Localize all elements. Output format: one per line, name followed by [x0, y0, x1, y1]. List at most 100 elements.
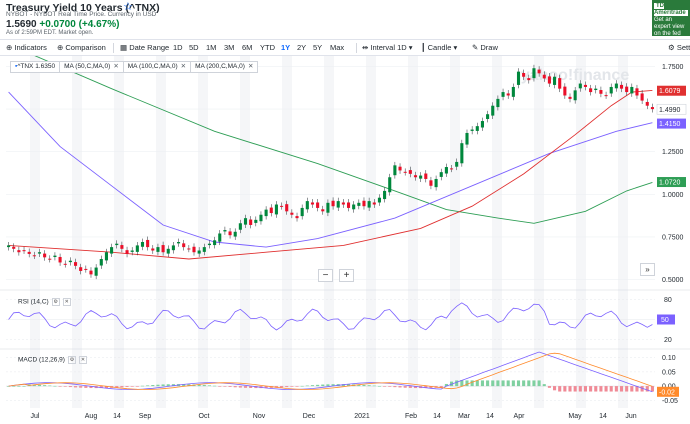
- candle: [223, 230, 227, 232]
- candle: [439, 172, 443, 177]
- candle: [470, 129, 474, 131]
- rsi-tick-label: 80: [664, 297, 672, 304]
- x-tick-label: Dec: [303, 413, 316, 420]
- macd-bar: [563, 386, 567, 392]
- range-1d[interactable]: 1D: [173, 43, 183, 52]
- candle: [79, 267, 83, 271]
- settings-icon[interactable]: ⚙: [51, 298, 60, 306]
- candle: [336, 201, 340, 208]
- candle: [573, 90, 577, 101]
- y-tick-label: 1.2500: [662, 149, 684, 156]
- macd-bar: [377, 385, 381, 387]
- macd-bar: [460, 380, 464, 387]
- candle: [372, 202, 376, 205]
- macd-bar: [207, 385, 212, 387]
- legend-item-ma200[interactable]: MA (200,C,MA,0) ✕: [195, 63, 254, 70]
- chart-type-button[interactable]: ┃ Candle ▾: [421, 43, 458, 52]
- legend-item-ma50[interactable]: MA (50,C,MA,0) ✕: [60, 62, 124, 72]
- range-2y[interactable]: 2Y: [297, 43, 307, 52]
- range-5y[interactable]: 5Y: [313, 43, 323, 52]
- y-tick-label: 1.7500: [662, 64, 684, 71]
- candle: [645, 101, 649, 106]
- zoom-out-button[interactable]: −: [318, 269, 333, 282]
- plus-icon: +: [343, 270, 350, 281]
- settings-icon[interactable]: ⚙: [67, 356, 76, 364]
- candle: [285, 204, 289, 212]
- macd-bar: [346, 384, 351, 387]
- comparison-button[interactable]: ⊕ Comparison: [57, 43, 106, 52]
- candle: [326, 202, 330, 213]
- macd-bar: [43, 385, 47, 387]
- macd-bar: [568, 386, 572, 392]
- candle: [578, 83, 582, 89]
- candle: [125, 250, 129, 254]
- candle: [58, 256, 62, 263]
- macd-tick-label: -0.05: [662, 398, 678, 405]
- advertisement[interactable]: TD Ameritrade Get an expert view on the …: [652, 0, 690, 36]
- settings-button[interactable]: ⚙ Setti: [668, 43, 690, 52]
- range-max[interactable]: Max: [330, 43, 345, 52]
- macd-bar: [68, 386, 72, 388]
- candle: [558, 78, 562, 89]
- x-tick-label: Aug: [85, 413, 98, 420]
- draw-button[interactable]: ✎ Draw: [472, 43, 498, 52]
- candle: [383, 190, 387, 200]
- indicators-button[interactable]: ⊕ Indicators: [6, 43, 47, 52]
- macd-bar: [99, 386, 103, 389]
- macd-bar: [202, 385, 206, 387]
- range-1y[interactable]: 1Y: [281, 43, 291, 52]
- price-tags: 1.6079 1.4990 1.4150 1.0720: [656, 85, 687, 188]
- calendar-icon: ▦: [120, 43, 128, 52]
- legend-item-ma100[interactable]: MA (100,C,MA,0) ✕: [124, 62, 192, 72]
- macd-bar: [496, 380, 500, 387]
- rsi-y-axis: 80502050: [657, 297, 675, 344]
- macd-bar: [115, 386, 119, 388]
- pencil-icon: ✎: [472, 43, 479, 52]
- weekend-band: [450, 56, 460, 408]
- close-icon[interactable]: ✕: [113, 63, 119, 70]
- macd-bar: [558, 386, 562, 392]
- range-5d[interactable]: 5D: [189, 43, 199, 52]
- candle: [486, 114, 490, 119]
- range-1m[interactable]: 1M: [206, 43, 217, 52]
- range-3m[interactable]: 3M: [224, 43, 235, 52]
- candle: [151, 248, 155, 251]
- interval-button[interactable]: ⇹ Interval 1D ▾: [362, 43, 413, 52]
- chart-area[interactable]: yahoo!finance 1.75001.50001.25001.00000.…: [0, 56, 690, 424]
- close-icon[interactable]: ✕: [78, 356, 87, 364]
- candle: [192, 246, 196, 253]
- macd-bar: [310, 385, 315, 387]
- candle: [274, 204, 278, 215]
- legend-item-tnx[interactable]: ▪^TNX 1.6350: [11, 62, 61, 72]
- close-icon[interactable]: ✕: [247, 63, 254, 70]
- close-icon[interactable]: ✕: [180, 63, 187, 70]
- weekend-band: [534, 56, 544, 408]
- scroll-right-button[interactable]: »: [640, 263, 655, 276]
- zoom-in-button[interactable]: +: [339, 269, 354, 282]
- star-icon[interactable]: ☆: [123, 1, 133, 13]
- candle: [104, 252, 108, 261]
- range-6m[interactable]: 6M: [242, 43, 253, 52]
- candle: [135, 245, 139, 252]
- weekend-bands: [30, 56, 628, 408]
- candle: [413, 175, 418, 178]
- candle: [171, 245, 175, 251]
- close-icon[interactable]: ✕: [62, 298, 71, 306]
- macd-bar: [197, 384, 201, 387]
- x-tick-label: Apr: [514, 413, 526, 420]
- macd-bar: [480, 380, 484, 387]
- macd-bar: [501, 380, 505, 387]
- macd-bar: [511, 380, 515, 387]
- candle: [280, 205, 284, 207]
- date-range-button[interactable]: ▦ Date Range: [120, 43, 170, 52]
- x-tick-label: 14: [113, 413, 121, 420]
- candle: [516, 71, 521, 85]
- candle-icon: ┃: [421, 43, 426, 52]
- macd-bar: [475, 380, 479, 387]
- candle: [22, 250, 26, 252]
- macd-bar: [388, 386, 392, 387]
- candle: [625, 86, 629, 93]
- range-ytd[interactable]: YTD: [260, 43, 275, 52]
- candle: [12, 246, 16, 249]
- macd-y-axis: 0.100.05-0.050.00-0.02: [657, 355, 679, 405]
